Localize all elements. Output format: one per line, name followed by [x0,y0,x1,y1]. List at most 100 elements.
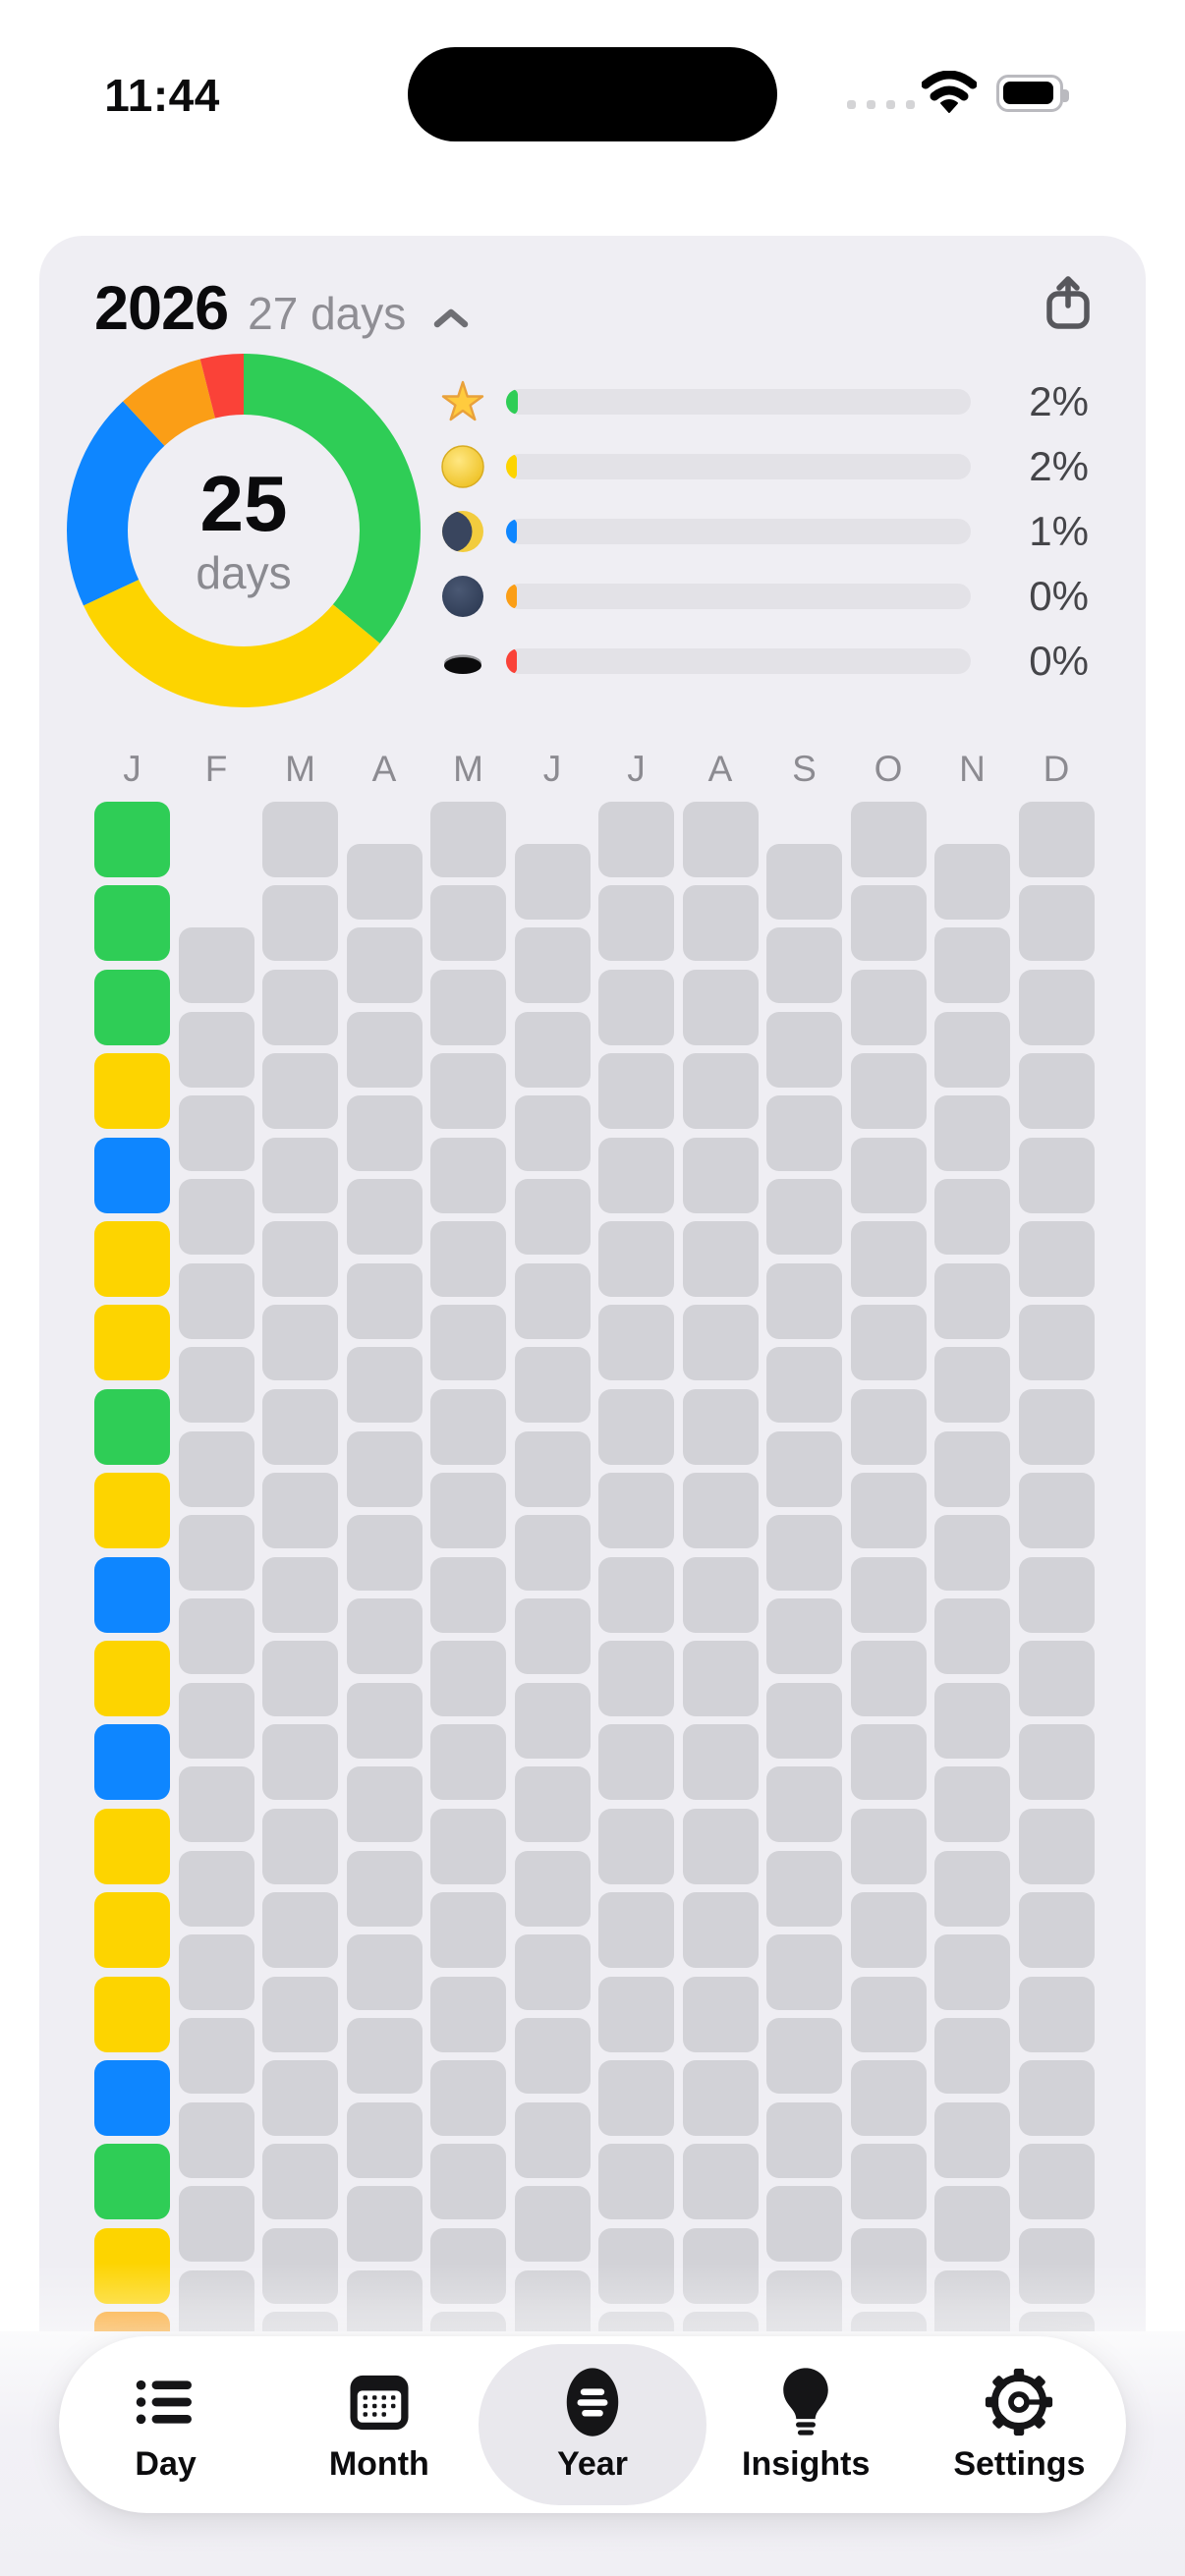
day-cell[interactable] [94,1641,170,1716]
day-cell[interactable] [178,1179,254,1256]
day-cell[interactable] [262,2144,338,2220]
day-cell[interactable] [934,1094,1010,1171]
day-cell[interactable] [94,2227,170,2304]
day-cell[interactable] [1018,1892,1095,1969]
day-cell[interactable] [850,2144,927,2220]
day-cell[interactable] [598,802,674,877]
day-cell[interactable] [430,2060,506,2136]
day-cell[interactable] [766,2186,842,2263]
day-cell[interactable] [598,1388,674,1465]
day-cell[interactable] [178,1682,254,1759]
day-cell[interactable] [94,1556,170,1633]
day-cell[interactable] [178,2269,254,2331]
tab-month[interactable]: Month [272,2336,485,2513]
day-cell[interactable] [346,1598,423,1675]
day-cell[interactable] [682,1388,759,1465]
day-cell[interactable] [850,2060,927,2136]
day-cell[interactable] [346,1011,423,1088]
day-cell[interactable] [1018,2312,1095,2331]
day-cell[interactable] [1018,1053,1095,1130]
day-cell[interactable] [766,1430,842,1507]
day-cell[interactable] [598,1724,674,1801]
day-cell[interactable] [514,1094,591,1171]
day-cell[interactable] [598,1976,674,2052]
day-cell[interactable] [262,885,338,962]
day-cell[interactable] [1018,802,1095,877]
day-cell[interactable] [262,1053,338,1130]
day-cell[interactable] [262,2227,338,2304]
day-cell[interactable] [178,1933,254,2010]
day-cell[interactable] [682,1305,759,1381]
day-cell[interactable] [262,1724,338,1801]
day-cell[interactable] [682,1892,759,1969]
day-cell[interactable] [262,2060,338,2136]
day-cell[interactable] [262,1305,338,1381]
day-cell[interactable] [1018,1137,1095,1213]
day-cell[interactable] [94,2060,170,2136]
day-cell[interactable] [766,927,842,1004]
day-cell[interactable] [1018,2060,1095,2136]
day-cell[interactable] [94,1137,170,1213]
day-cell[interactable] [850,1388,927,1465]
collapse-summary-button[interactable] [433,308,469,332]
day-cell[interactable] [94,2144,170,2220]
day-cell[interactable] [514,1430,591,1507]
day-cell[interactable] [430,1053,506,1130]
day-cell[interactable] [934,1766,1010,1843]
day-cell[interactable] [1018,1724,1095,1801]
day-cell[interactable] [346,2101,423,2178]
day-cell[interactable] [514,1347,591,1424]
day-cell[interactable] [682,2144,759,2220]
day-cell[interactable] [598,1221,674,1297]
tab-year[interactable]: Year [485,2336,699,2513]
day-cell[interactable] [1018,1641,1095,1716]
day-cell[interactable] [346,2269,423,2331]
share-button[interactable] [1045,275,1091,333]
day-cell[interactable] [934,2186,1010,2263]
day-cell[interactable] [262,1556,338,1633]
day-cell[interactable] [850,1976,927,2052]
day-cell[interactable] [94,1053,170,1130]
day-cell[interactable] [1018,2144,1095,2220]
day-cell[interactable] [766,1262,842,1339]
day-cell[interactable] [850,1221,927,1297]
day-cell[interactable] [262,1388,338,1465]
day-cell[interactable] [1018,1388,1095,1465]
day-cell[interactable] [1018,1305,1095,1381]
day-cell[interactable] [598,885,674,962]
day-cell[interactable] [934,1514,1010,1591]
day-cell[interactable] [850,1137,927,1213]
day-cell[interactable] [514,1179,591,1256]
day-cell[interactable] [262,1892,338,1969]
day-cell[interactable] [514,1514,591,1591]
day-cell[interactable] [262,1641,338,1716]
day-cell[interactable] [178,927,254,1004]
day-cell[interactable] [934,2101,1010,2178]
day-cell[interactable] [766,1598,842,1675]
day-cell[interactable] [514,2186,591,2263]
day-cell[interactable] [430,1892,506,1969]
day-cell[interactable] [346,1850,423,1927]
day-cell[interactable] [94,1976,170,2052]
day-cell[interactable] [682,1473,759,1549]
day-cell[interactable] [178,1347,254,1424]
day-cell[interactable] [346,1766,423,1843]
day-cell[interactable] [94,1724,170,1801]
day-cell[interactable] [682,802,759,877]
day-cell[interactable] [766,1682,842,1759]
day-cell[interactable] [430,802,506,877]
day-cell[interactable] [262,802,338,877]
day-cell[interactable] [346,2018,423,2095]
day-cell[interactable] [514,1682,591,1759]
day-cell[interactable] [430,2312,506,2331]
day-cell[interactable] [430,1388,506,1465]
day-cell[interactable] [682,1976,759,2052]
day-cell[interactable] [346,843,423,920]
day-cell[interactable] [346,1094,423,1171]
day-cell[interactable] [682,1641,759,1716]
day-cell[interactable] [682,885,759,962]
day-cell[interactable] [94,1305,170,1381]
day-cell[interactable] [682,1556,759,1633]
day-cell[interactable] [598,2227,674,2304]
day-cell[interactable] [178,2101,254,2178]
